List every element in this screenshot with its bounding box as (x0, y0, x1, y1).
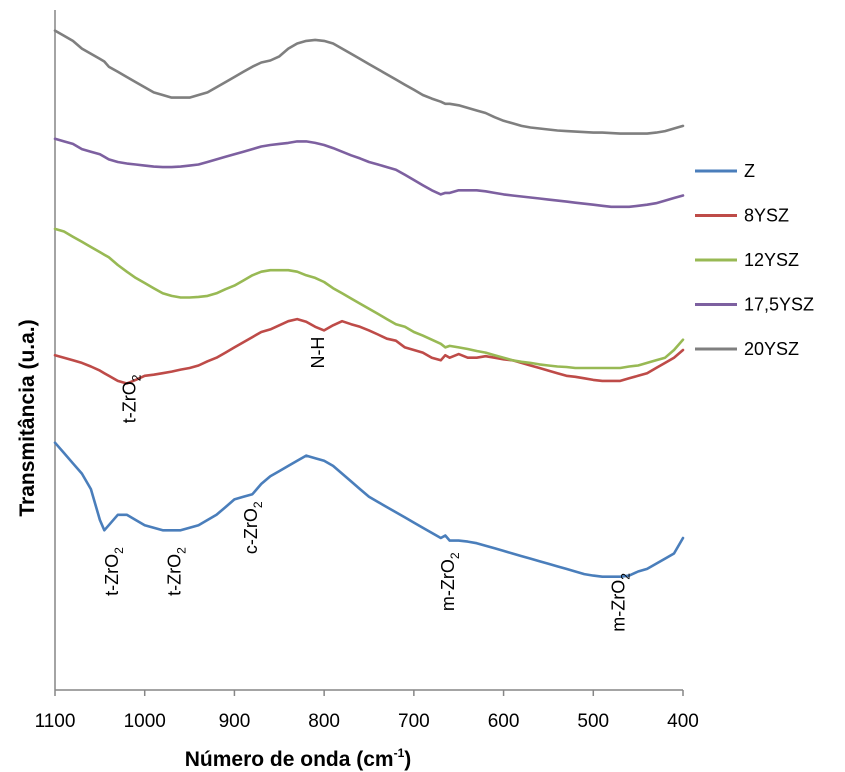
x-ticks: 1100 1000 900 800 700 600 500 400 (35, 690, 699, 732)
legend-item-12ysz: 12YSZ (695, 250, 799, 270)
x-tick-label-1100: 1100 (35, 711, 76, 732)
legend-label-12ysz: 12YSZ (744, 250, 799, 270)
annotation-m-zro2-4: m-ZrO2 (609, 573, 633, 632)
series-line-17-5ysz (53, 137, 685, 209)
legend-item-z: Z (695, 161, 755, 181)
annotation-t-zro2-5: t-ZrO2 (120, 374, 144, 423)
legend-label-20ysz: 20YSZ (744, 339, 799, 359)
x-tick-label-800: 800 (308, 711, 340, 732)
x-tick-label-500: 500 (577, 711, 609, 732)
series-line-12ysz (53, 227, 685, 370)
legend-label-17-5ysz: 17,5YSZ (744, 295, 814, 315)
annotation-t-zro2-0: t-ZrO2 (102, 547, 126, 596)
annotation-n-h-6: N-H (308, 337, 328, 369)
legend-item-20ysz: 20YSZ (695, 339, 799, 359)
annotation-t-zro2-1: t-ZrO2 (165, 547, 189, 596)
series-lines (53, 29, 685, 579)
series-line-z (53, 441, 685, 579)
plot-area: 1100 1000 900 800 700 600 500 400 t-ZrO2 t-ZrO2 c… (35, 10, 699, 732)
x-tick-label-400: 400 (667, 711, 699, 732)
legend-item-8ysz: 8YSZ (695, 206, 789, 226)
legend: Z 8YSZ 12YSZ 17,5YSZ 20YSZ (695, 161, 814, 359)
y-axis-title: Transmitância (u.a.) (16, 319, 39, 516)
x-tick-label-900: 900 (219, 711, 251, 732)
annotation-m-zro2-3: m-ZrO2 (438, 552, 462, 611)
annotation-c-zro2-2: c-ZrO2 (241, 501, 265, 554)
x-axis-title: Número de onda (cm-1) (185, 746, 412, 771)
x-tick-label-700: 700 (398, 711, 430, 732)
annotations: t-ZrO2 t-ZrO2 c-ZrO2 m-ZrO2 m-ZrO2 t-ZrO2 N-H (102, 337, 633, 632)
legend-item-17-5ysz: 17,5YSZ (695, 295, 814, 315)
series-line-8ysz (53, 317, 685, 385)
legend-label-8ysz: 8YSZ (744, 206, 789, 226)
x-tick-label-1000: 1000 (124, 711, 166, 732)
x-tick-label-600: 600 (488, 711, 520, 732)
series-line-20ysz (53, 29, 685, 135)
legend-label-z: Z (744, 161, 755, 181)
